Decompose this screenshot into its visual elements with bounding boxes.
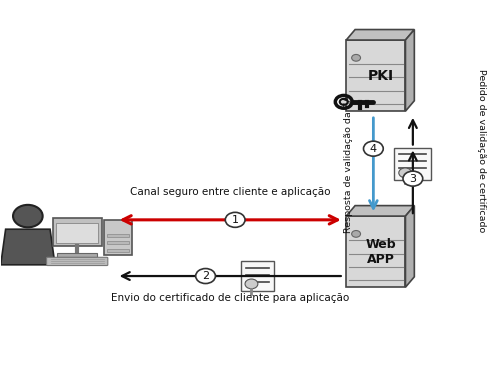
Circle shape [13, 205, 43, 227]
Polygon shape [405, 206, 414, 287]
FancyBboxPatch shape [52, 218, 102, 246]
Polygon shape [346, 206, 414, 216]
FancyBboxPatch shape [57, 253, 97, 257]
Text: Resposta de validação da CA: Resposta de validação da CA [344, 95, 353, 233]
Text: Canal seguro entre cliente e aplicação: Canal seguro entre cliente e aplicação [130, 187, 331, 197]
Text: 4: 4 [370, 144, 377, 154]
FancyBboxPatch shape [241, 261, 274, 291]
Circle shape [351, 230, 360, 237]
Circle shape [403, 171, 423, 186]
FancyBboxPatch shape [104, 220, 132, 255]
FancyBboxPatch shape [346, 216, 405, 287]
Circle shape [399, 168, 412, 178]
Text: 3: 3 [409, 174, 416, 183]
Text: 1: 1 [232, 215, 239, 225]
FancyBboxPatch shape [107, 234, 129, 237]
Text: 2: 2 [202, 271, 209, 281]
Polygon shape [405, 30, 414, 111]
Polygon shape [0, 229, 55, 265]
FancyBboxPatch shape [107, 249, 129, 252]
Circle shape [351, 55, 360, 61]
Circle shape [225, 212, 245, 227]
Text: Pedido de validação de certificado: Pedido de validação de certificado [478, 69, 487, 232]
Text: Envio do certificado de cliente para aplicação: Envio do certificado de cliente para apl… [111, 293, 349, 303]
Polygon shape [346, 30, 414, 40]
Text: Web
APP: Web APP [365, 238, 396, 266]
FancyBboxPatch shape [107, 241, 129, 244]
Circle shape [245, 279, 258, 289]
FancyBboxPatch shape [395, 148, 431, 180]
FancyBboxPatch shape [47, 257, 108, 265]
FancyBboxPatch shape [56, 223, 98, 243]
Circle shape [196, 268, 215, 284]
Text: PKI: PKI [368, 68, 394, 83]
FancyBboxPatch shape [346, 40, 405, 111]
Circle shape [363, 141, 383, 156]
Circle shape [340, 99, 348, 105]
